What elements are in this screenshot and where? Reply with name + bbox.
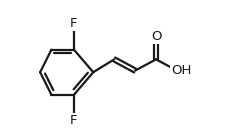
Text: F: F (70, 17, 77, 30)
Text: F: F (70, 114, 77, 127)
Text: OH: OH (170, 64, 190, 77)
Text: O: O (150, 30, 161, 43)
